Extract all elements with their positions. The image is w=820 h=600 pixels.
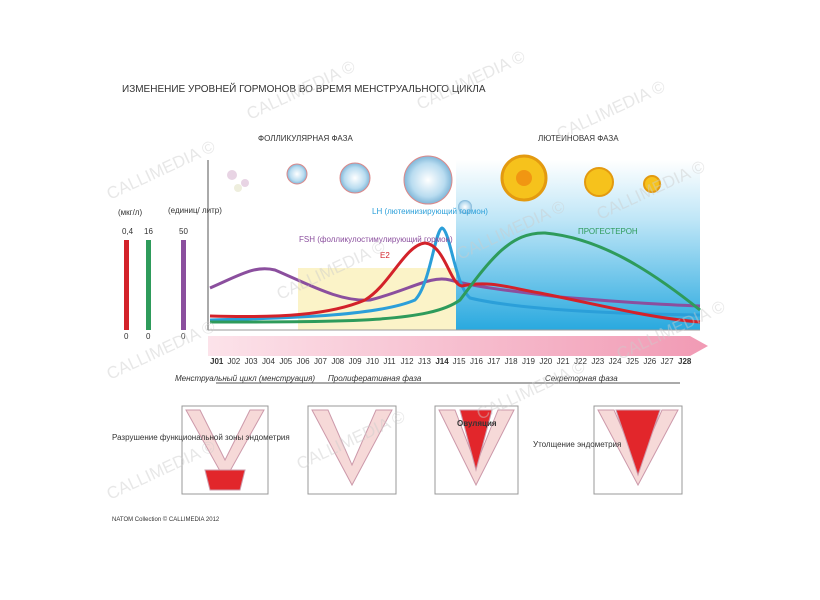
day-label: J04 xyxy=(262,357,275,366)
scale-bottom: 0 xyxy=(124,332,129,341)
fsh-curve xyxy=(209,267,701,308)
day-label: J02 xyxy=(227,357,240,366)
annotation: Разрушение функциональной зоны эндометри… xyxy=(112,433,290,442)
day-label: J16 xyxy=(470,357,483,366)
hormone-label: FSH (фолликулостимулирующий гормон) xyxy=(299,235,453,244)
day-label: J25 xyxy=(626,357,639,366)
day-label: J12 xyxy=(401,357,414,366)
unit-label: (единиц/ литр) xyxy=(168,206,222,215)
day-label: J23 xyxy=(591,357,604,366)
lh-curve xyxy=(209,226,701,322)
hormone-label: ПРОГЕСТЕРОН xyxy=(578,227,638,236)
day-label: J10 xyxy=(366,357,379,366)
day-label: J05 xyxy=(279,357,292,366)
unit-label: (мкг/л) xyxy=(118,208,142,217)
day-label: J11 xyxy=(383,357,396,366)
day-label: J24 xyxy=(609,357,622,366)
scales xyxy=(124,240,186,330)
scale-top: 50 xyxy=(179,227,188,236)
day-label: J17 xyxy=(487,357,500,366)
day-label: J19 xyxy=(522,357,535,366)
e2-curve xyxy=(209,241,701,324)
follicles xyxy=(227,154,661,214)
hormone-label: E2 xyxy=(380,251,390,260)
day-label: J20 xyxy=(539,357,552,366)
uterus-diagrams xyxy=(181,405,683,495)
annotation: Овуляция xyxy=(457,419,497,428)
day-label: J27 xyxy=(661,357,674,366)
day-label: J09 xyxy=(349,357,362,366)
progesterone-curve xyxy=(209,231,701,324)
cycle-phase: Секреторная фаза xyxy=(545,374,618,383)
day-label: J14 xyxy=(435,357,449,366)
scale-bottom: 0 xyxy=(146,332,151,341)
footer: NATOM Collection © CALLIMEDIA 2012 xyxy=(112,516,220,523)
phase-label: ФОЛЛИКУЛЯРНАЯ ФАЗА xyxy=(258,134,353,143)
day-label: J22 xyxy=(574,357,587,366)
day-label: J08 xyxy=(331,357,344,366)
phase-label: ЛЮТЕИНОВАЯ ФАЗА xyxy=(538,134,619,143)
day-label: J18 xyxy=(505,357,518,366)
day-label: J26 xyxy=(643,357,656,366)
day-label: J01 xyxy=(210,357,224,366)
cycle-phase: Пролиферативная фаза xyxy=(328,374,422,383)
hormone-label: LH (лютеинизирующий гормон) xyxy=(372,207,488,216)
scale-top: 0,4 xyxy=(122,227,134,236)
day-label: J13 xyxy=(418,357,431,366)
day-label: J07 xyxy=(314,357,327,366)
day-label: J03 xyxy=(245,357,258,366)
scale-top: 16 xyxy=(144,227,153,236)
title: ИЗМЕНЕНИЕ УРОВНЕЙ ГОРМОНОВ ВО ВРЕМЯ МЕНС… xyxy=(122,82,486,95)
scale-bottom: 0 xyxy=(181,332,186,341)
day-label: J28 xyxy=(678,357,692,366)
day-label: J06 xyxy=(297,357,310,366)
cycle-phase: Менструальный цикл (менструация) xyxy=(175,374,315,383)
time-arrow xyxy=(208,336,708,356)
day-label: J15 xyxy=(453,357,466,366)
day-label: J21 xyxy=(557,357,570,366)
annotation: Утолщение эндометрия xyxy=(533,440,621,449)
